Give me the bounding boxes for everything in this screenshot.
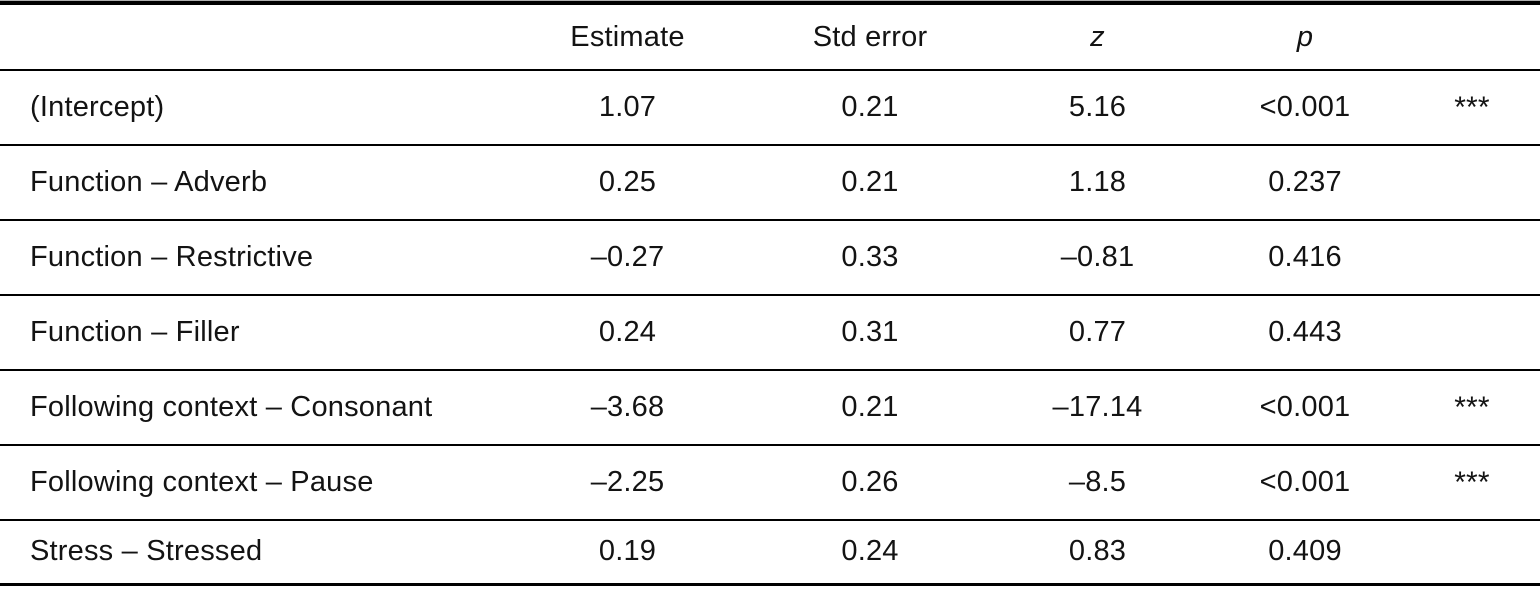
table-row-context-consonant: Following context – Consonant –3.68 0.21… [0,370,1540,445]
p-value: <0.001 [1259,466,1351,498]
header-z: z [1090,20,1105,53]
table-row-intercept: (Intercept) 1.07 0.21 5.16 <0.001 *** [0,70,1540,145]
row-label: Stress – Stressed [30,535,263,568]
std-error-value: 0.21 [841,91,899,123]
significance-stars [1410,145,1540,220]
table-row-function-filler: Function – Filler 0.24 0.31 0.77 0.443 [0,295,1540,370]
p-value: 0.409 [1268,535,1342,568]
z-value: 0.77 [1068,316,1127,348]
header-label [0,3,510,70]
p-value: 0.443 [1268,316,1342,348]
std-error-value: 0.26 [841,466,899,498]
header-row: Estimate Std error z p [0,3,1540,70]
table-row-function-adverb: Function – Adverb 0.25 0.21 1.18 0.237 [0,145,1540,220]
z-value: 5.16 [1068,91,1127,123]
header-sig [1410,3,1540,70]
table-row-context-pause: Following context – Pause –2.25 0.26 –8.… [0,445,1540,520]
header-std-error: Std error [812,20,928,53]
estimate-value: 0.25 [598,166,657,198]
row-label: Function – Restrictive [30,241,314,273]
row-label: Following context – Pause [30,466,374,498]
p-value: 0.416 [1268,241,1342,273]
p-value: 0.237 [1268,166,1342,198]
p-value: <0.001 [1259,391,1351,423]
std-error-value: 0.21 [841,391,899,423]
regression-results-table: Estimate Std error z p (Intercept) 1.07 … [0,1,1540,586]
estimate-value: –3.68 [590,391,665,423]
std-error-value: 0.31 [841,316,899,348]
significance-stars: *** [1454,465,1490,499]
significance-stars [1410,295,1540,370]
significance-stars [1410,520,1540,584]
table-row-stress-stressed: Stress – Stressed 0.19 0.24 0.83 0.409 [0,520,1540,584]
row-label: Function – Filler [30,316,240,348]
z-value: –0.81 [1060,241,1135,273]
estimate-value: 0.19 [598,535,657,568]
estimate-value: 1.07 [598,91,657,123]
row-label: Function – Adverb [30,166,268,198]
std-error-value: 0.24 [841,535,899,568]
estimate-value: –2.25 [590,466,665,498]
std-error-value: 0.33 [841,241,899,273]
row-label: Following context – Consonant [30,391,433,423]
z-value: –17.14 [1052,391,1143,423]
significance-stars: *** [1454,390,1490,424]
z-value: 1.18 [1068,166,1127,198]
header-estimate: Estimate [570,20,685,53]
z-value: 0.83 [1068,535,1127,568]
z-value: –8.5 [1068,466,1127,498]
estimate-value: 0.24 [598,316,657,348]
header-p: p [1296,20,1314,53]
table-row-function-restrictive: Function – Restrictive –0.27 0.33 –0.81 … [0,220,1540,295]
row-label: (Intercept) [30,91,165,123]
significance-stars: *** [1454,90,1490,124]
significance-stars [1410,220,1540,295]
estimate-value: –0.27 [590,241,665,273]
std-error-value: 0.21 [841,166,899,198]
p-value: <0.001 [1259,91,1351,123]
